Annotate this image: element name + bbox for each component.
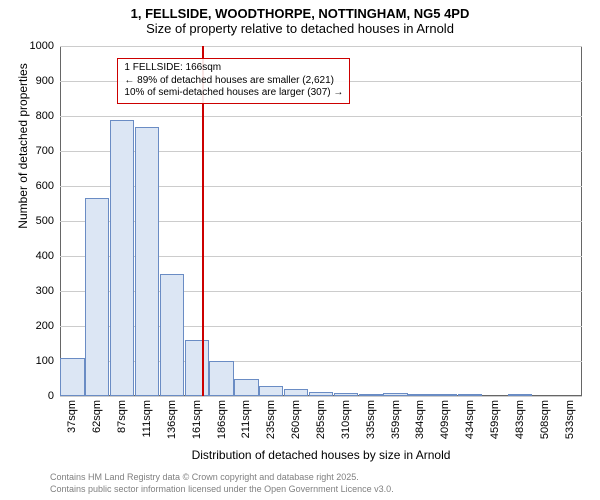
y-axis-label: Number of detached properties	[16, 0, 30, 321]
x-tick-label: 483sqm	[514, 396, 526, 439]
x-tick-label: 434sqm	[464, 396, 476, 439]
footer-line1: Contains HM Land Registry data © Crown c…	[50, 472, 359, 482]
x-tick-label: 211sqm	[240, 396, 252, 438]
y-tick-label: 1000	[30, 40, 60, 52]
callout-line2: ← 89% of detached houses are smaller (2,…	[124, 75, 343, 88]
gridline-h	[60, 116, 582, 117]
x-tick-label: 335sqm	[365, 396, 377, 439]
x-tick-label: 459sqm	[489, 396, 501, 439]
x-tick-label: 409sqm	[439, 396, 451, 439]
bar	[60, 358, 84, 397]
y-tick-label: 500	[36, 215, 60, 227]
x-tick-label: 260sqm	[290, 396, 302, 439]
bar	[284, 389, 308, 396]
gridline-h	[60, 46, 582, 47]
x-tick-label: 533sqm	[564, 396, 576, 439]
x-tick-label: 111sqm	[141, 396, 153, 438]
bar	[209, 361, 233, 396]
y-tick-label: 800	[36, 110, 60, 122]
y-tick-label: 100	[36, 355, 60, 367]
x-tick-label: 384sqm	[414, 396, 426, 439]
x-tick-label: 359sqm	[390, 396, 402, 439]
x-axis-label: Distribution of detached houses by size …	[192, 448, 451, 462]
plot-area: 0100200300400500600700800900100037sqm62s…	[60, 46, 582, 396]
chart-container: 1, FELLSIDE, WOODTHORPE, NOTTINGHAM, NG5…	[0, 0, 600, 500]
x-tick-label: 161sqm	[191, 396, 203, 439]
x-tick-label: 62sqm	[91, 396, 103, 433]
chart-title-line1: 1, FELLSIDE, WOODTHORPE, NOTTINGHAM, NG5…	[0, 0, 600, 21]
x-tick-label: 37sqm	[66, 396, 78, 433]
bar	[85, 198, 109, 396]
y-tick-label: 0	[48, 390, 60, 402]
bar	[185, 340, 209, 396]
y-tick-label: 600	[36, 180, 60, 192]
footer-line2: Contains public sector information licen…	[50, 484, 394, 494]
callout-box: 1 FELLSIDE: 166sqm← 89% of detached hous…	[117, 58, 350, 104]
chart-title-line2: Size of property relative to detached ho…	[0, 21, 600, 36]
y-tick-label: 200	[36, 320, 60, 332]
bar	[160, 274, 184, 396]
x-tick-label: 87sqm	[116, 396, 128, 433]
y-tick-label: 400	[36, 250, 60, 262]
x-tick-label: 136sqm	[166, 396, 178, 439]
x-tick-label: 235sqm	[265, 396, 277, 439]
x-tick-label: 285sqm	[315, 396, 327, 439]
bar	[259, 386, 283, 396]
y-tick-label: 700	[36, 145, 60, 157]
x-tick-label: 310sqm	[340, 396, 352, 439]
callout-line3: 10% of semi-detached houses are larger (…	[124, 87, 343, 100]
y-tick-label: 900	[36, 75, 60, 87]
callout-line1: 1 FELLSIDE: 166sqm	[124, 62, 343, 75]
bar	[234, 379, 258, 397]
y-tick-label: 300	[36, 285, 60, 297]
bar	[110, 120, 134, 397]
bar	[135, 127, 159, 397]
x-tick-label: 186sqm	[216, 396, 228, 439]
x-tick-label: 508sqm	[539, 396, 551, 439]
